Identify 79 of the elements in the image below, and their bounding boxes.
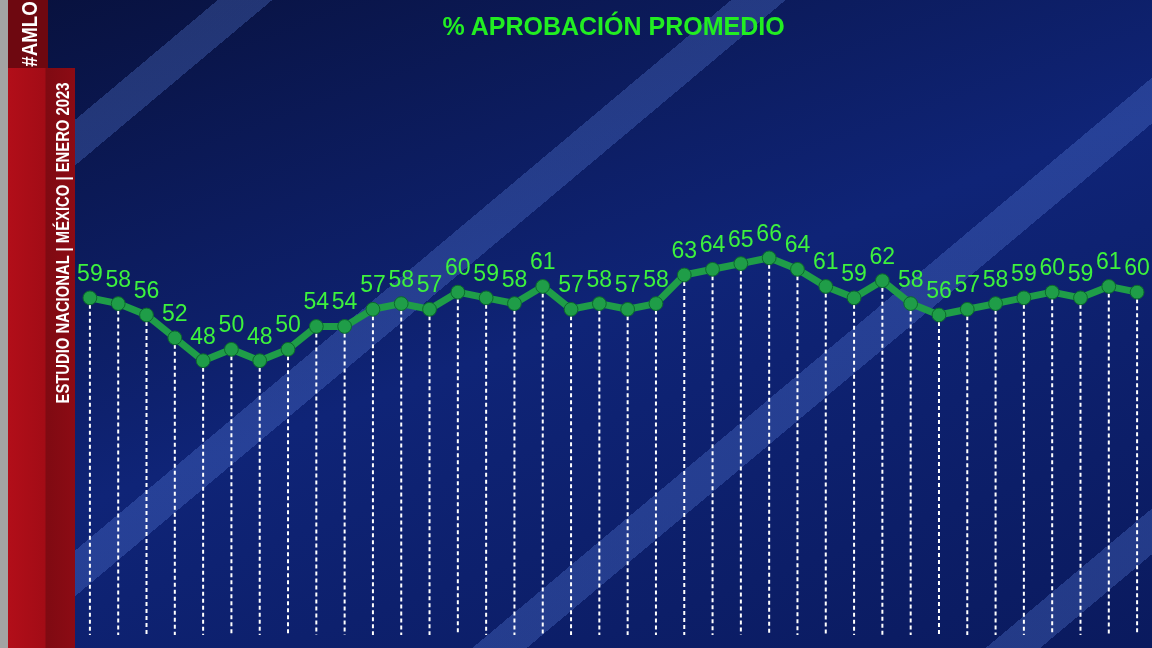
data-label: 57 [954, 271, 981, 298]
point [563, 301, 579, 317]
point [988, 296, 1003, 311]
point [648, 296, 664, 311]
data-label: 63 [671, 237, 698, 263]
data-label: 58 [105, 265, 132, 292]
point [167, 330, 183, 346]
point [790, 261, 805, 277]
point [337, 319, 353, 334]
point [224, 341, 239, 357]
data-label: 62 [869, 242, 896, 269]
point [365, 301, 381, 317]
point [393, 296, 409, 311]
point [1016, 290, 1032, 306]
data-label: 60 [445, 254, 471, 281]
data-label: 61 [1095, 248, 1122, 275]
data-label: 57 [360, 271, 386, 298]
point [280, 341, 296, 357]
point [818, 279, 834, 294]
data-label: 58 [982, 265, 1009, 292]
point [903, 296, 919, 311]
point [1073, 290, 1088, 306]
point [591, 296, 607, 311]
data-label: 59 [1067, 259, 1094, 286]
point [422, 301, 437, 317]
point [846, 290, 862, 306]
chart-title: % APROBACIÓN PROMEDIO [442, 10, 785, 40]
text: #AMLO [17, 1, 42, 67]
point [110, 296, 126, 311]
data-label: 56 [926, 277, 952, 303]
data-label: 56 [133, 277, 160, 303]
point [761, 250, 777, 266]
data-label: 65 [728, 225, 754, 252]
point [1044, 284, 1060, 300]
point [676, 267, 692, 283]
data-label: 59 [473, 259, 499, 286]
point [478, 290, 494, 306]
point [959, 301, 975, 317]
data-label: 50 [218, 311, 245, 338]
point [308, 319, 324, 334]
data-label: 59 [1011, 259, 1037, 286]
data-label: 52 [162, 299, 188, 326]
data-label: 48 [246, 322, 273, 349]
point [535, 279, 551, 294]
point [620, 301, 636, 317]
point [705, 261, 720, 277]
data-label: 48 [190, 322, 216, 349]
data-label: 64 [699, 231, 726, 258]
point [195, 353, 211, 369]
point [1101, 279, 1117, 294]
data-label: 58 [897, 265, 924, 292]
point [874, 273, 890, 289]
text: ESTUDIO NACIONAL | MÉXICO | ENERO 2023 [51, 82, 73, 404]
data-label: 58 [388, 265, 415, 292]
data-label: 60 [1124, 254, 1150, 281]
point [733, 256, 749, 271]
data-label: 58 [501, 265, 528, 292]
data-label: 61 [529, 248, 556, 275]
data-label: 59 [77, 259, 103, 286]
data-label: 59 [841, 259, 867, 286]
data-label: 61 [812, 248, 839, 275]
point [139, 307, 154, 323]
data-label: 57 [416, 271, 443, 298]
point [507, 296, 522, 311]
data-label: 57 [614, 271, 641, 298]
data-label: 54 [331, 288, 358, 315]
point [931, 307, 947, 323]
data-label: 50 [275, 311, 301, 338]
data-label: 54 [303, 288, 330, 315]
point [450, 284, 466, 300]
data-label: 66 [756, 219, 782, 246]
data-label: 64 [784, 231, 811, 258]
data-label: 60 [1039, 254, 1065, 281]
data-label: 57 [558, 271, 584, 298]
point [1129, 284, 1145, 300]
point [252, 353, 268, 369]
data-label: 58 [586, 265, 613, 292]
data-label: 58 [643, 265, 669, 292]
point [82, 290, 98, 306]
